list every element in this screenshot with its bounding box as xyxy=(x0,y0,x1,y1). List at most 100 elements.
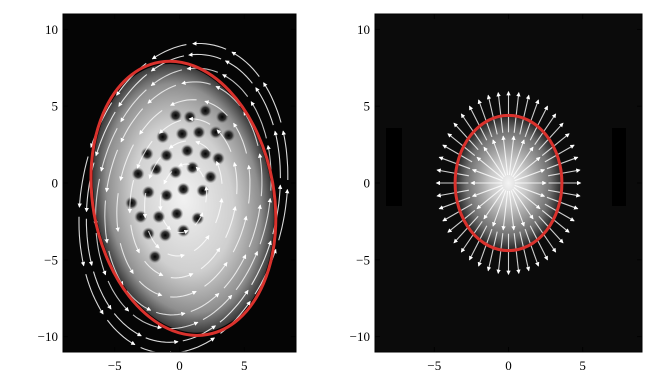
streamline xyxy=(142,192,148,219)
right-streamlines xyxy=(435,90,582,276)
vortex-core xyxy=(140,147,154,161)
streamline xyxy=(190,293,220,313)
streamline xyxy=(273,130,281,179)
streamline xyxy=(119,144,134,182)
y-tick-label: 5 xyxy=(364,99,371,114)
vortex-core xyxy=(148,250,162,264)
streamline xyxy=(546,196,579,210)
streamline xyxy=(508,190,516,231)
streamline xyxy=(492,139,507,176)
left-axes: −5 0 5 −10 −5 0 5 10 xyxy=(38,14,296,373)
streamline xyxy=(158,194,163,211)
streamline xyxy=(469,225,488,261)
streamline xyxy=(519,94,531,135)
streamline xyxy=(215,197,224,224)
streamline xyxy=(231,51,260,77)
streamline xyxy=(139,109,163,135)
vortex-core xyxy=(196,184,210,198)
streamline xyxy=(541,209,570,233)
streamline xyxy=(460,113,483,146)
streamline xyxy=(188,52,222,60)
streamline xyxy=(151,44,187,60)
streamline xyxy=(514,184,546,198)
streamline xyxy=(232,215,248,253)
streamline xyxy=(248,204,262,248)
vortex-core xyxy=(152,210,166,224)
streamline xyxy=(132,314,163,330)
vortex-core xyxy=(156,130,170,144)
streamline xyxy=(548,168,581,177)
streamline xyxy=(223,254,247,289)
streamline xyxy=(156,311,186,317)
y-tick-label: 10 xyxy=(45,22,58,37)
streamline xyxy=(95,111,116,157)
streamline xyxy=(477,99,493,138)
x-tick-label: 5 xyxy=(579,358,586,373)
streamline xyxy=(460,220,483,253)
streamline xyxy=(243,110,259,147)
streamline xyxy=(438,156,471,170)
right-axes: −5 0 5 −10 −5 0 5 10 xyxy=(350,14,642,373)
streamline xyxy=(107,280,130,312)
streamline xyxy=(204,261,228,287)
streamline xyxy=(263,82,282,123)
streamline xyxy=(92,271,112,310)
streamline xyxy=(118,74,148,107)
streamline xyxy=(442,203,473,222)
streamline xyxy=(145,337,179,345)
streamline xyxy=(181,80,211,85)
streamline xyxy=(548,189,581,198)
streamline xyxy=(167,253,185,259)
streamline xyxy=(469,105,488,141)
vortex-core xyxy=(149,162,163,176)
y-tick-label: 10 xyxy=(357,22,370,37)
vortex-core xyxy=(169,108,183,122)
streamline xyxy=(546,156,579,170)
vortex-core xyxy=(209,125,223,139)
y-tick-label: −10 xyxy=(350,329,370,344)
right-density-field xyxy=(456,116,561,250)
streamline xyxy=(166,321,199,330)
vortex-core xyxy=(183,110,197,124)
y-tick-label: 5 xyxy=(52,99,59,114)
streamline xyxy=(492,190,507,227)
vortex-core xyxy=(160,188,174,202)
streamline xyxy=(508,135,516,176)
streamline xyxy=(519,231,531,272)
streamline xyxy=(204,100,228,116)
vortex-core xyxy=(134,210,148,224)
streamline xyxy=(85,218,94,267)
streamline xyxy=(483,188,505,220)
streamline xyxy=(192,41,227,50)
streamline xyxy=(148,157,161,179)
streamline xyxy=(100,127,118,172)
streamline xyxy=(233,122,248,154)
streamline xyxy=(104,200,109,244)
streamline xyxy=(544,144,575,163)
streamline xyxy=(202,294,233,321)
left-vortex-layer xyxy=(125,104,236,264)
streamline xyxy=(215,160,223,184)
vortex-core xyxy=(180,144,194,158)
streamline xyxy=(85,274,104,315)
vortex-core xyxy=(175,127,189,141)
streamline xyxy=(126,290,152,311)
streamline xyxy=(119,243,134,275)
streamline xyxy=(180,337,216,352)
y-tick-label: 0 xyxy=(52,176,59,191)
streamline xyxy=(120,108,144,143)
streamline xyxy=(513,91,521,133)
streamline xyxy=(168,140,187,149)
right-density-blob xyxy=(456,116,561,250)
streamline xyxy=(147,230,160,249)
vortex-core xyxy=(158,228,172,242)
streamline xyxy=(471,184,503,198)
streamline xyxy=(108,250,124,286)
streamline xyxy=(259,197,272,245)
streamline xyxy=(193,234,210,252)
streamline xyxy=(436,189,469,198)
streamline xyxy=(510,139,525,176)
streamline xyxy=(78,216,86,267)
vortex-core xyxy=(211,151,225,165)
